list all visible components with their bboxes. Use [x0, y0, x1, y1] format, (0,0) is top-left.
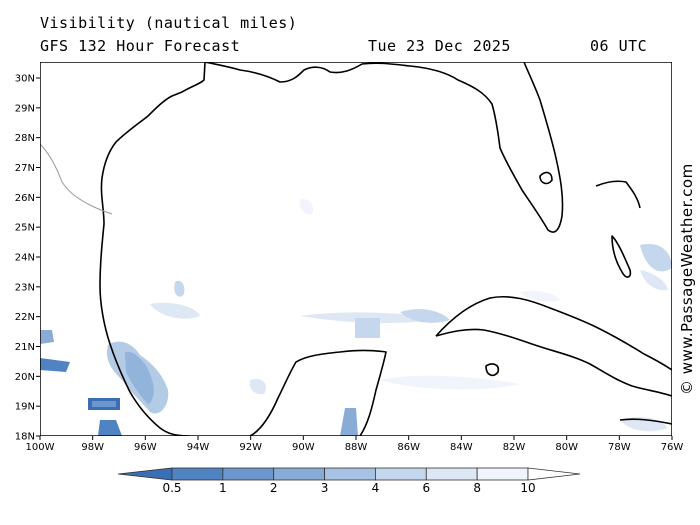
forecast-time: 06 UTC [590, 37, 648, 55]
visibility-shading [40, 199, 672, 436]
legend-swatch [117, 467, 173, 481]
forecast-label: GFS 132 Hour Forecast [40, 37, 241, 55]
longitude-label: 82W [503, 442, 526, 453]
latitude-label: 26N [15, 193, 35, 204]
latitude-label: 23N [15, 282, 35, 293]
longitude-label: 94W [187, 442, 210, 453]
longitude-label: 92W [239, 442, 262, 453]
latitude-ticks: 30N 29N 28N 27N 26N 25N 24N 23N 22N 21N 20N 19N 18N [15, 74, 40, 443]
longitude-label: 88W [345, 442, 368, 453]
latitude-label: 30N [15, 74, 35, 85]
forecast-date: Tue 23 Dec 2025 [368, 37, 511, 55]
longitude-label: 78W [608, 442, 631, 453]
legend-label: 2 [270, 481, 278, 495]
legend-colorbar: 0.5 1 2 3 4 6 8 10 [117, 467, 581, 495]
chart-title: Visibility (nautical miles) [40, 14, 298, 32]
latitude-label: 29N [15, 103, 35, 114]
longitude-label: 86W [397, 442, 420, 453]
legend-label: 6 [422, 481, 430, 495]
legend-swatch [324, 467, 376, 481]
latitude-label: 27N [15, 163, 35, 174]
legend-swatch [375, 467, 427, 481]
longitude-label: 80W [555, 442, 578, 453]
latitude-label: 22N [15, 312, 35, 323]
legend-swatch [425, 467, 478, 481]
latitude-label: 24N [15, 253, 35, 264]
latitude-label: 20N [15, 372, 35, 383]
latitude-label: 28N [15, 133, 35, 144]
legend-label: 3 [321, 481, 329, 495]
longitude-label: 84W [450, 442, 473, 453]
latitude-label: 25N [15, 223, 35, 234]
longitude-label: 96W [134, 442, 157, 453]
legend-swatch [273, 467, 325, 481]
map-area [40, 62, 672, 436]
border-line [40, 143, 113, 215]
legend-swatch [171, 467, 224, 481]
legend-label: 10 [520, 481, 535, 495]
coastline [99, 62, 672, 436]
longitude-label: 98W [81, 442, 104, 453]
longitude-label: 90W [292, 442, 315, 453]
legend-label: 0.5 [162, 481, 181, 495]
latitude-label: 19N [15, 402, 35, 413]
legend-label: 1 [219, 481, 227, 495]
latitude-label: 21N [15, 342, 35, 353]
longitude-label: 76W [661, 442, 684, 453]
legend-swatch [476, 467, 529, 481]
longitude-label: 100W [26, 442, 55, 453]
longitude-ticks: 100W 98W 96W 94W 92W 90W 88W 86W 84W 82W 80W 78W 76W [26, 436, 684, 453]
legend-swatch [527, 467, 581, 481]
legend-label: 4 [372, 481, 380, 495]
legend-swatch [222, 467, 275, 481]
legend-label: 8 [473, 481, 481, 495]
latitude-label: 18N [15, 432, 35, 443]
